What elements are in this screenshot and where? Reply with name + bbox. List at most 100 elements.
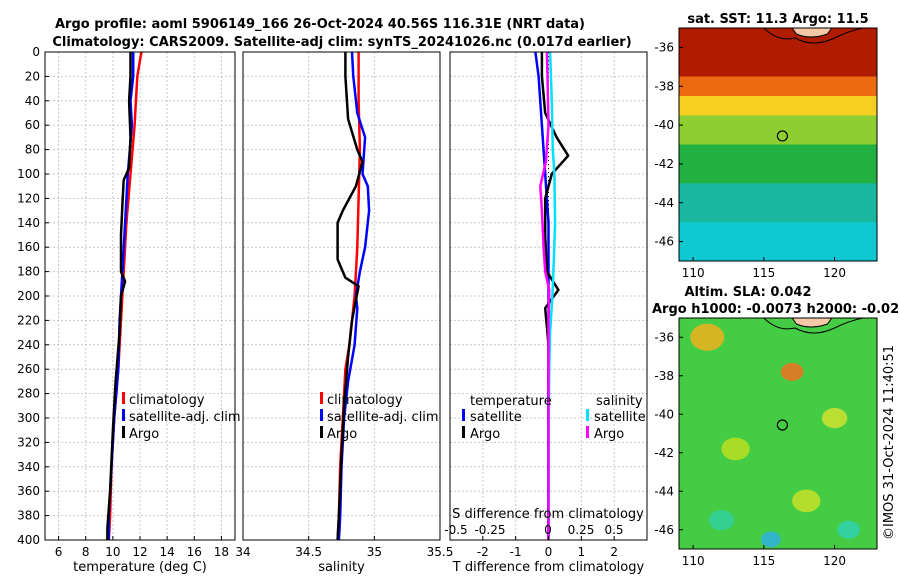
sla-anomaly-patch bbox=[780, 362, 804, 381]
sla-anomaly-patch bbox=[821, 407, 848, 429]
y-tick-label: 160 bbox=[17, 240, 40, 254]
sla-map-panel: 110 115 120 -36 -38 -40 -42 -44 -46 Altim. SLA: 0… bbox=[652, 285, 899, 568]
y-tick-label: -42 bbox=[654, 157, 674, 171]
y-tick-label: 240 bbox=[17, 338, 40, 352]
sst-color-band bbox=[679, 183, 877, 224]
y-tick-label: 0 bbox=[32, 45, 40, 59]
top-tick-label: -0.25 bbox=[474, 523, 505, 537]
y-tick-label: 100 bbox=[17, 167, 40, 181]
legend-swatch bbox=[462, 426, 465, 438]
x-axis-label: salinity bbox=[318, 560, 365, 575]
y-tick-label: 260 bbox=[17, 362, 40, 376]
x-tick-label: 120 bbox=[823, 554, 846, 568]
x-tick-label: 34 bbox=[235, 545, 250, 559]
x-tick-label: 110 bbox=[682, 266, 705, 280]
map-field bbox=[679, 318, 877, 549]
sst-color-band bbox=[679, 95, 877, 117]
top-tick-label: 0.5 bbox=[604, 523, 623, 537]
map-frame bbox=[678, 317, 878, 550]
sst-color-band bbox=[679, 76, 877, 97]
y-tick-label: -38 bbox=[654, 369, 674, 383]
x-tick-label: 0 bbox=[545, 545, 553, 559]
sla-anomaly-patch bbox=[721, 437, 750, 461]
legend-label: satellite-adj. clim bbox=[129, 410, 241, 425]
sst-map-panel: 110 115 120 -36 -38 -40 -42 -44 -46 sat. SST: 11.… bbox=[654, 12, 878, 280]
y-tick-label: 300 bbox=[17, 411, 40, 425]
x-tick-label: 115 bbox=[752, 554, 775, 568]
y-tick-label: 80 bbox=[25, 143, 40, 157]
series-line-salinity-argo bbox=[539, 51, 551, 540]
legend-swatch bbox=[320, 392, 323, 404]
y-tick-label: 220 bbox=[17, 313, 40, 327]
y-tick-label: 120 bbox=[17, 191, 40, 205]
x-tick-label: 6 bbox=[55, 545, 63, 559]
sst-color-band bbox=[679, 222, 877, 261]
legend-label: climatology bbox=[129, 393, 205, 408]
legend-label: Argo bbox=[129, 427, 159, 442]
coastline bbox=[763, 318, 863, 334]
y-tick-label: -42 bbox=[654, 446, 674, 460]
x-tick-label: -1 bbox=[510, 545, 522, 559]
y-tick-label: -46 bbox=[654, 235, 674, 249]
x-axis-label: temperature (deg C) bbox=[73, 560, 207, 575]
x-tick-label: -2 bbox=[477, 545, 489, 559]
land-patch bbox=[791, 318, 833, 328]
y-tick-label: 280 bbox=[17, 387, 40, 401]
y-tick-label: -38 bbox=[654, 79, 674, 93]
sla-background bbox=[679, 318, 877, 549]
top-tick-label: -0.5 bbox=[444, 523, 467, 537]
y-tick-label: 400 bbox=[17, 533, 40, 547]
legend-swatch bbox=[462, 409, 465, 421]
legend-label: Argo bbox=[594, 427, 624, 442]
map-frame bbox=[678, 27, 878, 262]
x-tick-label: 18 bbox=[214, 545, 229, 559]
legend-swatch bbox=[122, 426, 125, 438]
figure-title-line1: Argo profile: aoml 5906149_166 26-Oct-20… bbox=[55, 17, 585, 32]
sst-color-band bbox=[679, 144, 877, 185]
coastline bbox=[763, 28, 863, 44]
series-line-argo bbox=[336, 52, 364, 541]
sla-map-title: Altim. SLA: 0.042 bbox=[685, 285, 812, 300]
y-tick-label: 20 bbox=[25, 69, 40, 83]
y-tick-label: -44 bbox=[654, 484, 674, 498]
x-tick-label: 16 bbox=[187, 545, 202, 559]
y-tick-label: -36 bbox=[654, 330, 674, 344]
y-tick-label: 200 bbox=[17, 289, 40, 303]
y-tick-label: 380 bbox=[17, 509, 40, 523]
sst-map-title: sat. SST: 11.3 Argo: 11.5 bbox=[687, 12, 868, 27]
x-tick-label: 34.5 bbox=[295, 545, 322, 559]
sla-map-subtitle: Argo h1000: -0.0073 h2000: -0.02 bbox=[652, 302, 899, 317]
sla-anomaly-patch bbox=[761, 531, 781, 548]
series-line-argo bbox=[106, 52, 132, 540]
y-tick-label: -36 bbox=[654, 40, 674, 54]
sla-anomaly-patch bbox=[837, 520, 861, 539]
top-tick-label: 0 bbox=[544, 523, 552, 537]
legend-label: satellite bbox=[470, 410, 522, 425]
sla-anomaly-patch bbox=[792, 489, 821, 513]
legend-swatch bbox=[320, 426, 323, 438]
x-tick-label: 35 bbox=[367, 545, 382, 559]
difference-panel: -2 -1 0 1 2T difference from climatology temp… bbox=[444, 51, 648, 575]
legend-heading-salinity: salinity bbox=[596, 394, 643, 409]
legend-label: satellite-adj. clim bbox=[327, 410, 439, 425]
sst-color-band bbox=[679, 28, 877, 78]
y-tick-label: 320 bbox=[17, 435, 40, 449]
y-tick-label: -46 bbox=[654, 523, 674, 537]
x-tick-label: 12 bbox=[132, 545, 147, 559]
figure-title-line2: Climatology: CARS2009. Satellite-adj cli… bbox=[52, 35, 631, 50]
legend-swatch bbox=[586, 409, 589, 421]
top-tick-label: 0.25 bbox=[568, 523, 595, 537]
y-tick-label: 360 bbox=[17, 484, 40, 498]
axes-frame bbox=[242, 51, 441, 541]
y-tick-label: -40 bbox=[654, 407, 674, 421]
legend-swatch bbox=[586, 426, 589, 438]
y-tick-label: 180 bbox=[17, 265, 40, 279]
y-tick-label: 340 bbox=[17, 460, 40, 474]
legend-label: Argo bbox=[327, 427, 357, 442]
x-tick-label: 115 bbox=[752, 266, 775, 280]
x-tick-label: 110 bbox=[682, 554, 705, 568]
map-field bbox=[679, 28, 877, 261]
legend-label: satellite bbox=[594, 410, 646, 425]
x-axis-label: T difference from climatology bbox=[452, 560, 645, 575]
